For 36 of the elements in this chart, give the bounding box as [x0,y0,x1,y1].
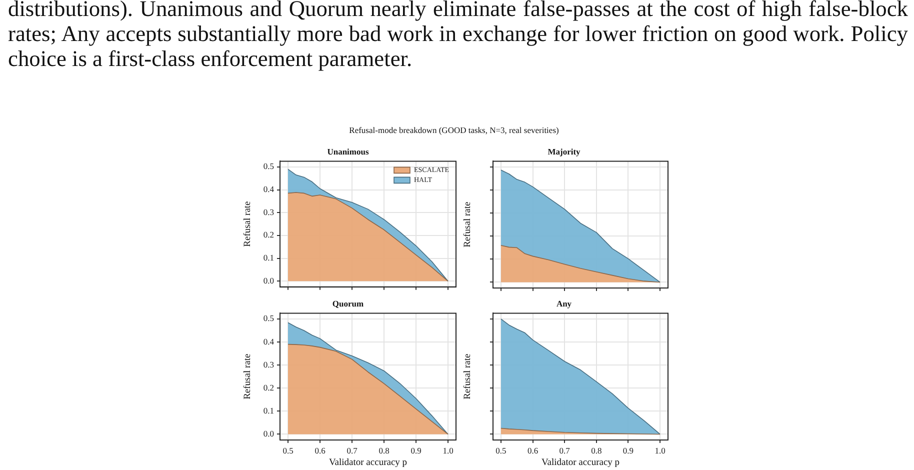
x-tick-label: 0.7 [559,445,570,456]
x-tick-label: 0.7 [346,445,358,456]
y-tick-label: 0.1 [263,252,274,263]
x-tick-label: 0.6 [314,445,326,456]
y-tick-label: 0.2 [263,382,274,392]
y-axis-title: Refusal rate [463,354,474,400]
chart-title: Majority [548,146,582,156]
x-axis-title: Validator accuracy p [328,458,408,468]
chart-title: Quorum [332,298,364,308]
y-tick-label: 0.5 [263,313,274,324]
y-axis-title: Refusal rate [463,202,474,248]
y-tick-label: 0.3 [263,359,274,370]
x-tick-label: 0.9 [622,445,634,456]
y-tick-label: 0.0 [263,428,274,438]
text: Refusal-mode breakdown (GOOD tasks, N=3, real severities) [348,125,560,135]
chart-title: Unanimous [327,146,370,156]
x-tick-label: 0.5 [282,445,294,456]
chart-title: Any [556,298,572,308]
x-tick-label: 0.8 [591,445,602,456]
y-tick-label: 0.4 [263,184,275,194]
y-axis-title: Refusal rate [243,201,254,247]
x-tick-label: 0.6 [527,445,538,456]
x-tick-label: 1.0 [442,445,454,456]
x-tick-label: 0.8 [378,445,390,456]
x-tick-label: 0.5 [496,445,506,456]
y-tick-label: 0.1 [263,405,274,416]
y-tick-label: 0.5 [263,161,274,172]
y-tick-label: 0.3 [263,206,274,217]
text: distributions). Unanimous and Quorum nearly eliminate false-passes at the cost of high false-block rates; Any accepts substantially more bad work in exchange for lower friction on good work. Policy choice is a first-class enforcement parameter. [8,0,908,71]
x-axis-title: Validator accuracy p [541,458,620,468]
y-tick-label: 0.2 [263,230,274,240]
y-tick-label: 0.4 [263,336,275,346]
x-tick-label: 1.0 [654,445,666,456]
x-tick-label: 0.9 [410,445,422,456]
y-tick-label: 0.0 [263,275,274,286]
y-axis-title: Refusal rate [243,354,254,400]
